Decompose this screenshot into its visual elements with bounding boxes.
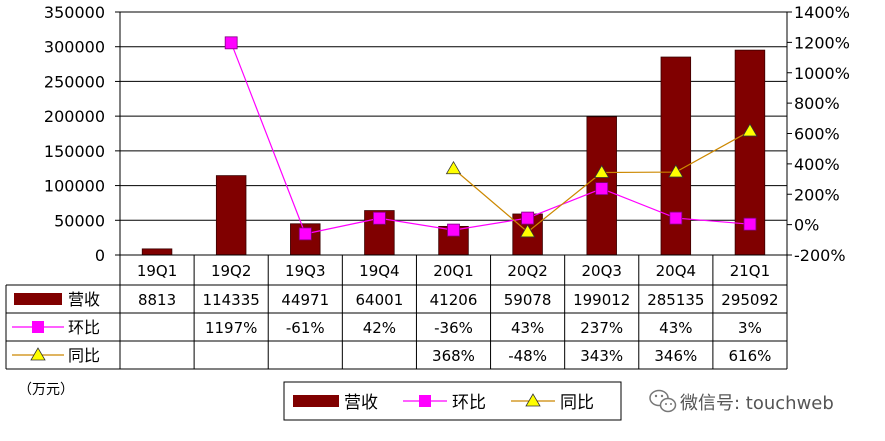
table-cell: 346% <box>654 347 697 365</box>
revenue-bars <box>141 49 766 256</box>
row-key-huanbi-marker <box>32 321 44 333</box>
right-axis-ticks: -200% 0% 200% 400% 600% 800% 1000% 1200% 1400% <box>794 3 850 265</box>
left-tick-label: 0 <box>95 246 105 265</box>
right-tick-label: 400% <box>794 155 840 174</box>
right-tick-label: 200% <box>794 185 840 204</box>
left-tick-label: 250000 <box>44 72 105 91</box>
table-cell: -48% <box>508 347 547 365</box>
tongbi-point-20Q2 <box>519 224 536 238</box>
left-tick-label: 50000 <box>54 211 105 230</box>
category-label: 19Q3 <box>285 262 325 280</box>
table-cell: 8813 <box>138 291 176 309</box>
table-cell: 41206 <box>430 291 478 309</box>
tongbi-point-21Q1 <box>742 123 758 137</box>
category-label: 20Q1 <box>433 262 473 280</box>
table-cell: 43% <box>511 319 544 337</box>
table-cell: 114335 <box>203 291 260 309</box>
wechat-icon <box>649 389 677 413</box>
bar-20Q4 <box>660 56 692 256</box>
left-tick-label: 100000 <box>44 177 105 196</box>
huanbi-point-20Q1 <box>447 223 460 237</box>
legend-key-huanbi-marker <box>419 395 431 407</box>
tongbi-point-20Q4 <box>668 164 684 178</box>
huanbi-point-20Q4 <box>669 211 683 225</box>
table-cell: 59078 <box>504 291 552 309</box>
huanbi-point-19Q2 <box>224 36 238 50</box>
axes <box>115 11 792 256</box>
unit-label: （万元） <box>18 382 74 398</box>
table-cell: 343% <box>580 347 623 365</box>
left-tick-label: 300000 <box>44 38 105 57</box>
table-cell: 285135 <box>647 291 704 309</box>
left-tick-label: 200000 <box>44 107 105 126</box>
huanbi-point-19Q4 <box>372 211 386 225</box>
row-label: 同比 <box>68 346 100 365</box>
row-label: 营收 <box>68 290 100 309</box>
left-tick-label: 350000 <box>44 3 105 22</box>
legend-key-tongbi-marker <box>525 393 541 407</box>
category-label: 19Q1 <box>137 262 177 280</box>
table-cell: 368% <box>432 347 475 365</box>
table-cell: -61% <box>286 319 325 337</box>
legend-key-revenue <box>293 395 339 407</box>
category-label: 19Q4 <box>359 262 399 280</box>
table-cell: -36% <box>434 319 473 337</box>
watermark: 微信号: touchweb <box>649 389 834 414</box>
legend-label-huanbi: 环比 <box>452 393 486 413</box>
category-label: 19Q2 <box>211 262 251 280</box>
category-label: 20Q3 <box>582 262 622 280</box>
huanbi-point-19Q3 <box>298 227 312 241</box>
huanbi-point-20Q3 <box>595 182 609 196</box>
right-tick-label: 1400% <box>794 3 850 22</box>
table-cell: 64001 <box>356 291 404 309</box>
table-cell: 1197% <box>205 319 257 337</box>
tongbi-point-20Q3 <box>594 164 610 178</box>
tongbi-point-20Q1 <box>445 160 462 175</box>
category-label: 20Q2 <box>507 262 547 280</box>
table-cell: 199012 <box>573 291 630 309</box>
watermark-text: 微信号: touchweb <box>680 393 834 414</box>
table-cell: 295092 <box>721 291 778 309</box>
legend: 营收 环比 同比 <box>283 381 622 421</box>
huanbi-point-21Q1 <box>743 217 757 231</box>
right-tick-label: 600% <box>794 125 840 144</box>
category-label: 20Q4 <box>656 262 696 280</box>
left-axis-ticks: 0 50000 100000 150000 200000 250000 300000 3500… <box>44 3 105 265</box>
table-cell: 44971 <box>281 291 329 309</box>
huanbi-point-20Q2 <box>521 211 535 225</box>
legend-label-revenue: 营收 <box>344 393 378 413</box>
table-cell: 43% <box>659 319 692 337</box>
category-label: 21Q1 <box>730 262 770 280</box>
data-table: 19Q1 19Q2 19Q3 19Q4 20Q1 20Q2 20Q3 20Q4 21Q1 营收环比… <box>5 254 788 370</box>
huanbi-line <box>230 42 750 235</box>
table-cell: 616% <box>728 347 771 365</box>
bar-19Q1 <box>141 248 173 256</box>
ratio-lines <box>224 36 758 241</box>
table-cell: 3% <box>738 319 762 337</box>
right-tick-label: 1200% <box>794 33 850 52</box>
table-cell: 42% <box>363 319 396 337</box>
row-key-tongbi-marker <box>30 347 46 361</box>
bar-19Q2 <box>215 175 247 256</box>
right-tick-label: -200% <box>794 246 846 265</box>
row-label: 环比 <box>68 318 100 337</box>
row-key-revenue <box>14 293 62 305</box>
legend-label-tongbi: 同比 <box>560 393 594 413</box>
right-tick-label: 1000% <box>794 64 850 83</box>
legend-box <box>283 381 622 421</box>
right-tick-label: 800% <box>794 94 840 113</box>
table-cell: 237% <box>580 319 623 337</box>
left-tick-label: 150000 <box>44 142 105 161</box>
right-tick-label: 0% <box>794 216 819 235</box>
